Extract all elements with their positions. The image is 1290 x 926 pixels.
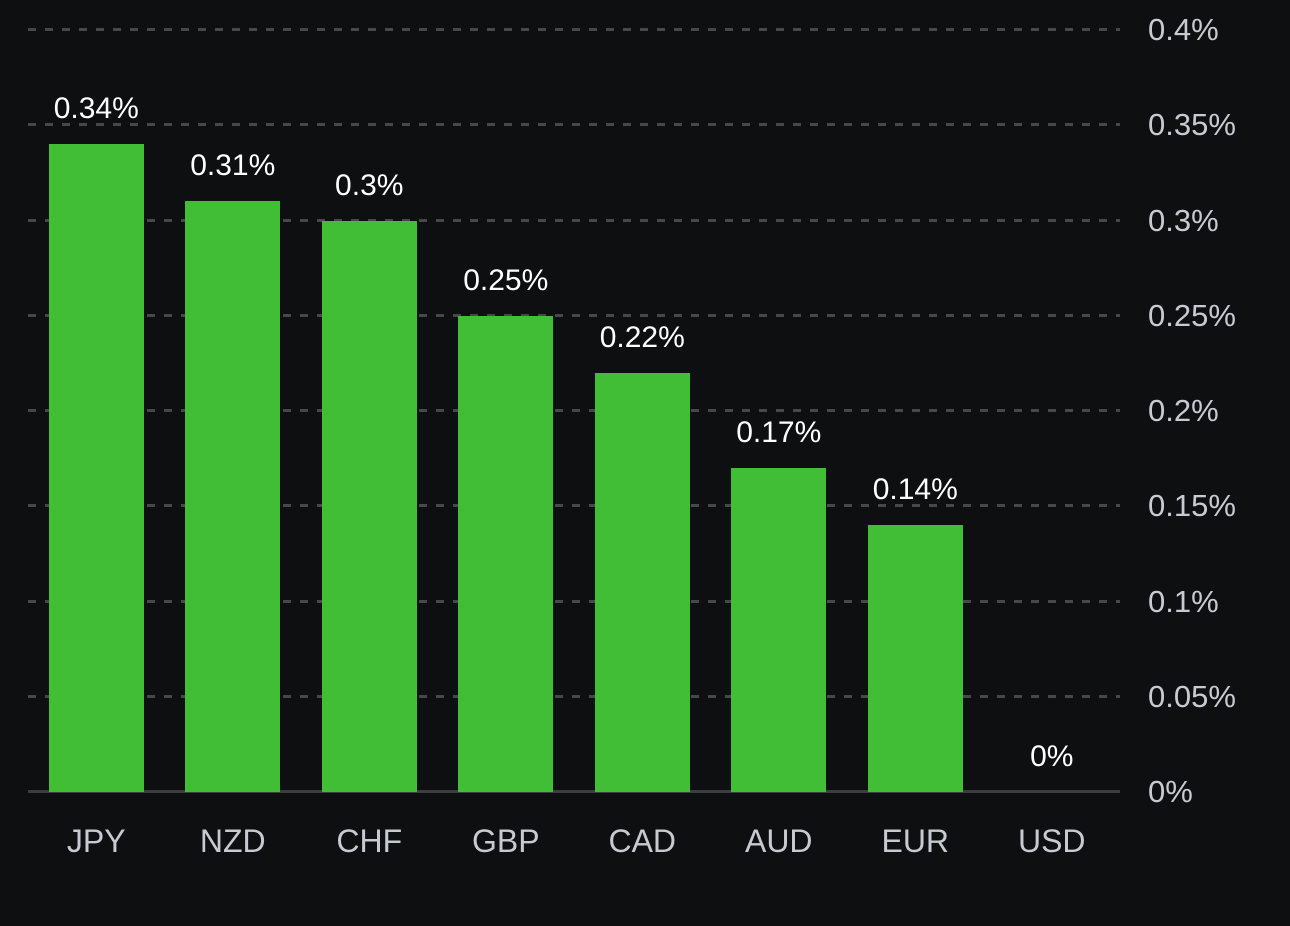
x-category-label-usd: USD	[1017, 823, 1086, 859]
bar-nzd[interactable]	[185, 201, 281, 792]
x-category-label-aud: AUD	[744, 823, 813, 859]
bar-value-label: 0.22%	[599, 320, 685, 354]
bar-aud[interactable]	[731, 468, 827, 792]
y-tick-label: 0.2%	[1148, 393, 1219, 428]
bar-value-label: 0.25%	[463, 263, 549, 297]
bar-value-label: 0.17%	[736, 416, 822, 450]
x-category-label-jpy: JPY	[66, 823, 126, 859]
x-category-label-eur: EUR	[881, 823, 950, 859]
y-tick-label: 0.3%	[1148, 202, 1219, 238]
bar-chf[interactable]	[321, 220, 417, 792]
y-tick-label: 0.35%	[1148, 107, 1236, 143]
y-tick-label: 0.1%	[1148, 583, 1219, 619]
bar-value-label: 0.14%	[872, 473, 958, 507]
bar-jpy[interactable]	[48, 144, 144, 792]
x-category-label-cad: CAD	[608, 823, 677, 859]
bar-eur[interactable]	[867, 525, 963, 792]
bar-value-label: 0.34%	[53, 92, 139, 126]
x-category-label-gbp: GBP	[471, 823, 540, 859]
gridline	[28, 28, 1120, 31]
y-tick-label: 0.25%	[1148, 297, 1236, 333]
y-tick-label: 0%	[1148, 774, 1193, 809]
y-tick-label: 0.4%	[1148, 12, 1219, 47]
bar-value-label: 0.31%	[190, 149, 276, 183]
bar-cad[interactable]	[594, 372, 690, 792]
bar-value-label: 0%	[1030, 740, 1074, 773]
y-tick-label: 0.05%	[1148, 678, 1236, 714]
plot-area: 0.34% 0.31% 0.3% 0.25% 0.22% 0.17% 0.14% 0%	[28, 28, 1120, 793]
y-tick-label: 0.15%	[1148, 488, 1236, 524]
x-category-label-chf: CHF	[336, 823, 403, 859]
x-category-label-nzd: NZD	[199, 823, 266, 859]
bar-gbp[interactable]	[458, 315, 554, 792]
x-axis-line	[28, 790, 1120, 793]
gridline	[28, 123, 1120, 127]
bar-value-label: 0.3%	[335, 168, 404, 202]
